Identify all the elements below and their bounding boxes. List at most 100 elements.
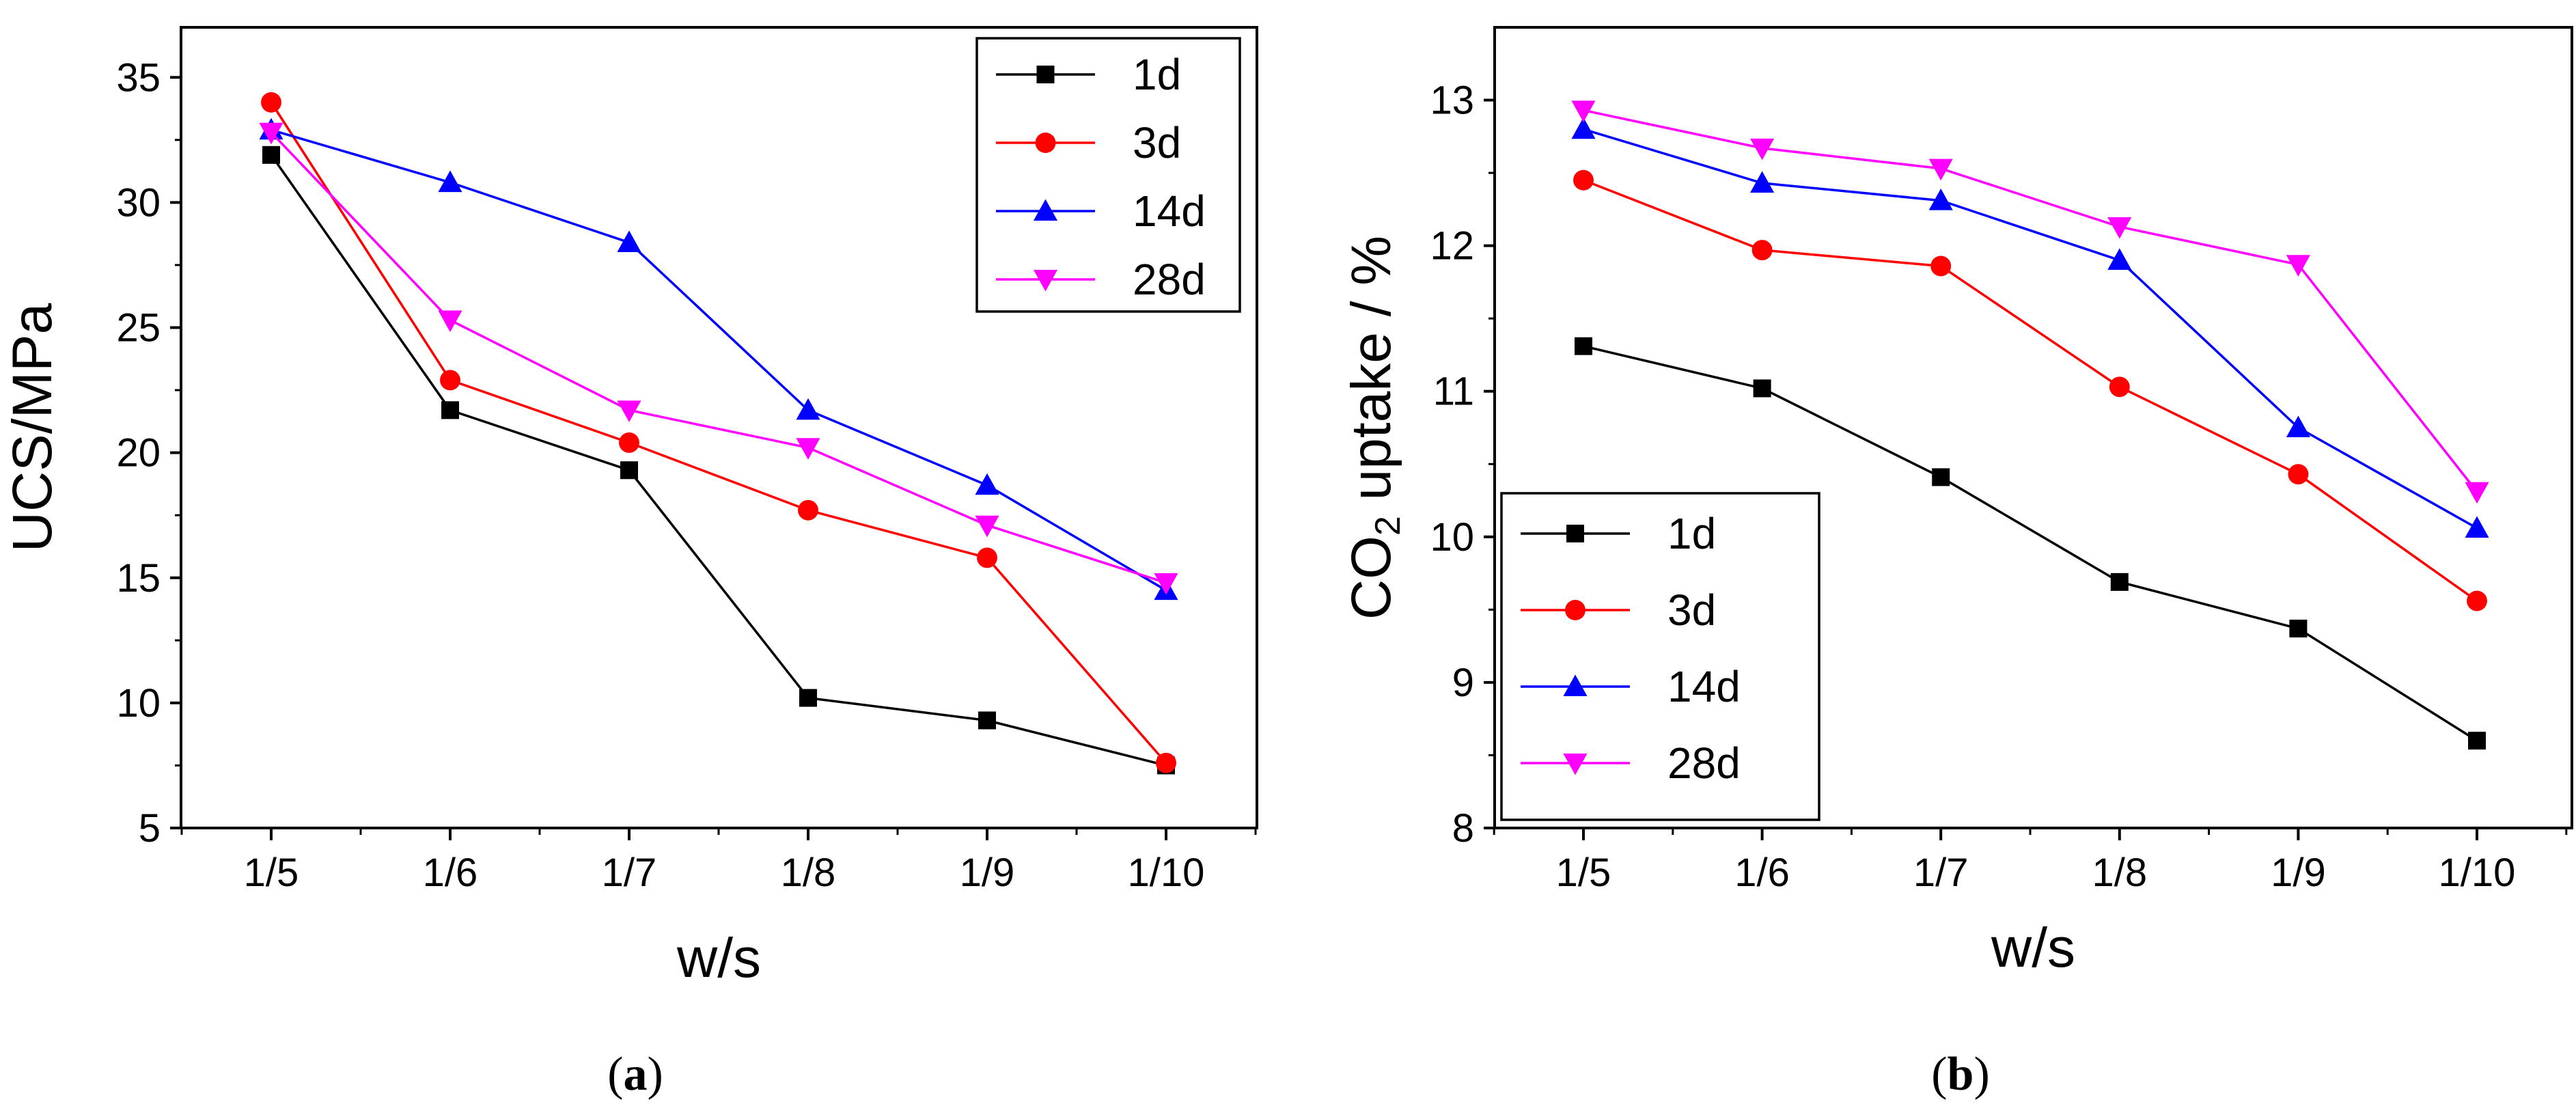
x-tick-label: 1/8 [781,851,836,895]
data-point-14d-4 [2107,248,2132,270]
y-tick-label: 35 [116,55,161,100]
data-point-14d-3 [617,230,641,253]
series-line-28d [1583,109,2478,493]
data-point-1d-4 [799,689,817,707]
x-tick-label: 1/7 [602,851,657,895]
y-tick-label: 9 [1452,661,1474,705]
y-tick-label: 5 [139,806,161,851]
series-line-3d [270,101,1167,764]
data-point-28d-5 [2286,255,2310,277]
data-point-3d-1 [1573,169,1594,191]
data-point-3d-3 [1930,256,1952,277]
y-tick-label: 11 [1433,370,1474,414]
y-tick-label: 13 [1430,79,1474,123]
data-point-3d-3 [619,432,639,453]
data-point-1d-4 [2110,572,2129,591]
data-point-14d-4 [796,398,820,420]
data-point-14d-1 [1571,117,1596,139]
series-line-14d [271,128,1167,592]
legend-label-1d: 1d [1667,509,1716,558]
series-line-28d [270,131,1167,584]
series-line-1d [1583,344,2478,742]
data-point-14d-3 [1928,189,1953,210]
data-point-14d-5 [2286,415,2310,438]
legend-box [975,37,1241,313]
data-point-3d-2 [440,370,460,391]
data-point-1d-5 [2289,620,2308,638]
data-point-28d-4 [2107,217,2132,239]
data-point-28d-1 [259,122,283,145]
series-line-1d [270,154,1167,767]
data-point-3d-5 [2288,464,2309,485]
legend-marker-3d [1565,600,1585,620]
data-point-28d-1 [1571,100,1596,123]
legend-marker-28d [1563,753,1588,775]
legend-marker-14d [1563,674,1588,697]
x-tick-label: 1/8 [2092,851,2147,895]
data-point-14d-2 [1750,171,1775,193]
data-point-28d-4 [796,438,820,460]
legend-label-3d: 3d [1133,118,1181,167]
data-point-1d-6 [2468,732,2486,750]
data-point-14d-2 [438,170,462,193]
x-tick-label: 1/10 [1128,851,1205,895]
series-line-3d [1583,179,2478,603]
data-point-3d-2 [1751,240,1773,260]
data-point-28d-6 [2465,482,2489,504]
y-tick-label: 8 [1452,806,1474,851]
y-tick-label: 20 [116,431,161,475]
legend-marker-1d [1036,66,1055,83]
x-tick-label: 1/5 [1556,851,1611,895]
x-tick-label: 1/9 [2271,851,2326,895]
data-point-1d-1 [262,146,280,164]
data-point-28d-5 [975,515,999,538]
legend-label-14d: 14d [1133,187,1206,236]
legend-marker-14d [1033,199,1058,221]
y-tick-label: 12 [1430,224,1474,268]
y-axis-title: UCS/MPa [1,303,64,552]
y-tick-label: 25 [116,306,161,350]
data-point-3d-4 [2109,376,2130,398]
data-point-3d-6 [1156,752,1176,773]
x-tick-label: 1/10 [2439,851,2516,895]
data-point-3d-5 [977,547,997,568]
data-point-1d-2 [1753,379,1771,398]
legend-label-3d: 3d [1667,585,1716,635]
x-tick-label: 1/6 [1734,851,1790,895]
data-point-28d-3 [1928,158,1953,181]
data-point-3d-6 [2467,590,2487,611]
data-point-14d-5 [975,473,999,495]
series-line-14d [1583,128,2478,529]
data-point-14d-6 [2465,516,2489,538]
x-tick-label: 1/6 [423,851,478,895]
data-point-28d-6 [1154,573,1178,595]
x-axis-title: w/s [676,927,761,989]
x-tick-label: 1/5 [244,851,299,895]
legend-label-1d: 1d [1133,50,1181,99]
chart-a: 5 10 15 20 25 30 35 1/5 1/6 1/7 1/8 1/9 1/10 w/s UCS/M… [1,26,1258,989]
y-tick-label: 10 [116,681,161,726]
data-point-28d-3 [617,400,641,422]
data-point-3d-4 [798,499,818,521]
legend-label-14d: 14d [1667,662,1741,711]
x-tick-label: 1/7 [1913,851,1969,895]
legend-box [1500,492,1820,821]
legend-marker-3d [1035,133,1056,153]
legend-a: 1d 3d 14d 28d [975,37,1241,313]
y-axis-title: CO2 uptake / % [1340,236,1408,620]
y-tick-label: 15 [116,556,161,601]
plot-frame-b [1493,26,2573,829]
legend-b: 1d 3d 14d 28d [1500,492,1820,821]
data-point-1d-5 [978,711,996,730]
panel-label-b: (b) [1931,1048,1990,1101]
legend-label-28d: 28d [1667,739,1741,788]
data-point-1d-3 [1932,468,1950,486]
y-tick-label: 30 [116,180,161,225]
x-axis-title: w/s [1991,917,2075,979]
legend-marker-28d [1033,269,1058,292]
legend-label-28d: 28d [1133,255,1206,304]
chart-b: 8 9 10 11 12 13 1/5 1/6 1/7 1/8 1/9 1/10 w/s CO2 upta… [1340,26,2573,979]
x-tick-label: 1/9 [960,851,1015,895]
data-point-1d-1 [1575,337,1592,355]
data-point-1d-3 [620,461,638,480]
